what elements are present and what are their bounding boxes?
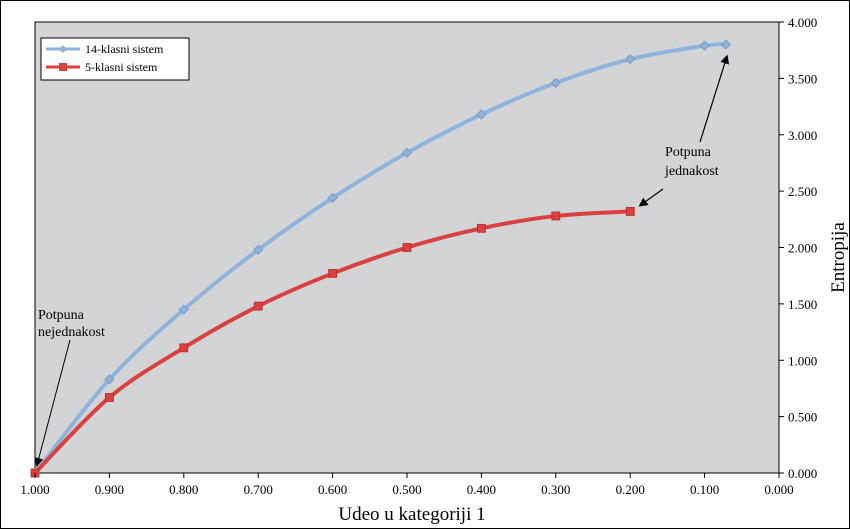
series-5-klasni-point bbox=[253, 301, 263, 311]
series-5-klasni-point bbox=[105, 393, 114, 402]
legend-box bbox=[40, 37, 190, 81]
annotation-text: jednakost bbox=[664, 164, 719, 179]
x-tick-label: 0.600 bbox=[318, 482, 347, 497]
series-14-klasni-point bbox=[401, 147, 413, 158]
legend-label: 14-klasni sistem bbox=[85, 42, 164, 56]
series-5-klasni-point bbox=[402, 243, 412, 252]
annotation-text: Potpuna bbox=[38, 308, 85, 323]
annotations: Potpuna nejednakost Potpuna jednakost bbox=[34, 54, 730, 467]
y-tick-label: 2.500 bbox=[788, 184, 817, 199]
y-tick-label: 1.500 bbox=[788, 297, 817, 312]
x-tick-label: 0.000 bbox=[764, 482, 793, 497]
legend: 14-klasni sistem 5-klasni sistem bbox=[40, 37, 190, 81]
x-tick-label: 0.400 bbox=[467, 482, 496, 497]
series-14-klasni-point bbox=[253, 244, 264, 255]
annotation-arrow bbox=[699, 54, 730, 143]
y-tick-label: 4.000 bbox=[788, 15, 817, 30]
legend-marker bbox=[59, 63, 67, 71]
x-tick-label: 0.700 bbox=[244, 482, 273, 497]
annotation-text: nejednakost bbox=[38, 325, 105, 340]
y-tick-label: 1.000 bbox=[788, 353, 817, 368]
legend-label: 5-klasni sistem bbox=[85, 60, 158, 74]
x-axis-title: Udeo u kategoriji 1 bbox=[338, 504, 485, 525]
series-5-klasni-line bbox=[33, 209, 631, 475]
series-5-klasni-point bbox=[551, 211, 561, 221]
series-layer bbox=[29, 39, 731, 479]
x-tick-label: 0.800 bbox=[169, 482, 198, 497]
y-axis-title: Entropija bbox=[828, 222, 849, 293]
x-tick-label: 0.500 bbox=[392, 482, 421, 497]
series-14-klasni-line bbox=[33, 42, 726, 475]
x-tick-label: 1.000 bbox=[20, 482, 49, 497]
series-5-klasni-point bbox=[328, 269, 338, 278]
y-tick-label: 3.500 bbox=[788, 71, 817, 86]
annotation-arrow bbox=[638, 188, 664, 207]
series-14-klasni-point bbox=[476, 109, 487, 120]
x-tick-label: 0.100 bbox=[690, 482, 719, 497]
axis-layer: 1.000 0.900 0.800 0.700 0.600 0.500 0.400 0.300… bbox=[20, 15, 849, 525]
y-tick-label: 0.000 bbox=[788, 466, 817, 481]
x-tick-label: 0.300 bbox=[541, 482, 570, 497]
legend-marker bbox=[59, 45, 67, 53]
annotation-arrow bbox=[34, 339, 71, 467]
series-14-klasni-point bbox=[178, 304, 189, 315]
series-5-klasni-point bbox=[476, 223, 486, 233]
annotation-text: Potpuna bbox=[665, 145, 712, 160]
series-14-klasni-point bbox=[550, 77, 561, 88]
x-tick-label: 0.200 bbox=[616, 482, 645, 497]
y-tick-label: 2.000 bbox=[788, 241, 817, 256]
series-14-klasni-point bbox=[625, 54, 636, 65]
y-tick-label: 0.500 bbox=[788, 410, 817, 425]
series-14-klasni-point bbox=[104, 374, 115, 385]
series-14-klasni-point bbox=[699, 40, 710, 51]
series-14-klasni-point bbox=[720, 39, 731, 50]
series-14-klasni-point bbox=[327, 192, 338, 203]
y-tick-label: 3.000 bbox=[788, 128, 817, 143]
series-5-klasni-point bbox=[625, 207, 635, 216]
series-5-klasni-point bbox=[179, 343, 189, 353]
x-tick-label: 0.900 bbox=[95, 482, 124, 497]
